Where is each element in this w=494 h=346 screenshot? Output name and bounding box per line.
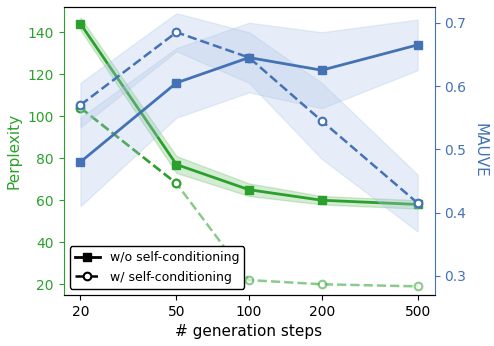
Y-axis label: MAUVE: MAUVE bbox=[472, 124, 487, 178]
Legend: w/o self-conditioning, w/ self-conditioning: w/o self-conditioning, w/ self-condition… bbox=[70, 246, 245, 289]
Y-axis label: Perplexity: Perplexity bbox=[7, 113, 22, 189]
X-axis label: # generation steps: # generation steps bbox=[175, 324, 323, 339]
